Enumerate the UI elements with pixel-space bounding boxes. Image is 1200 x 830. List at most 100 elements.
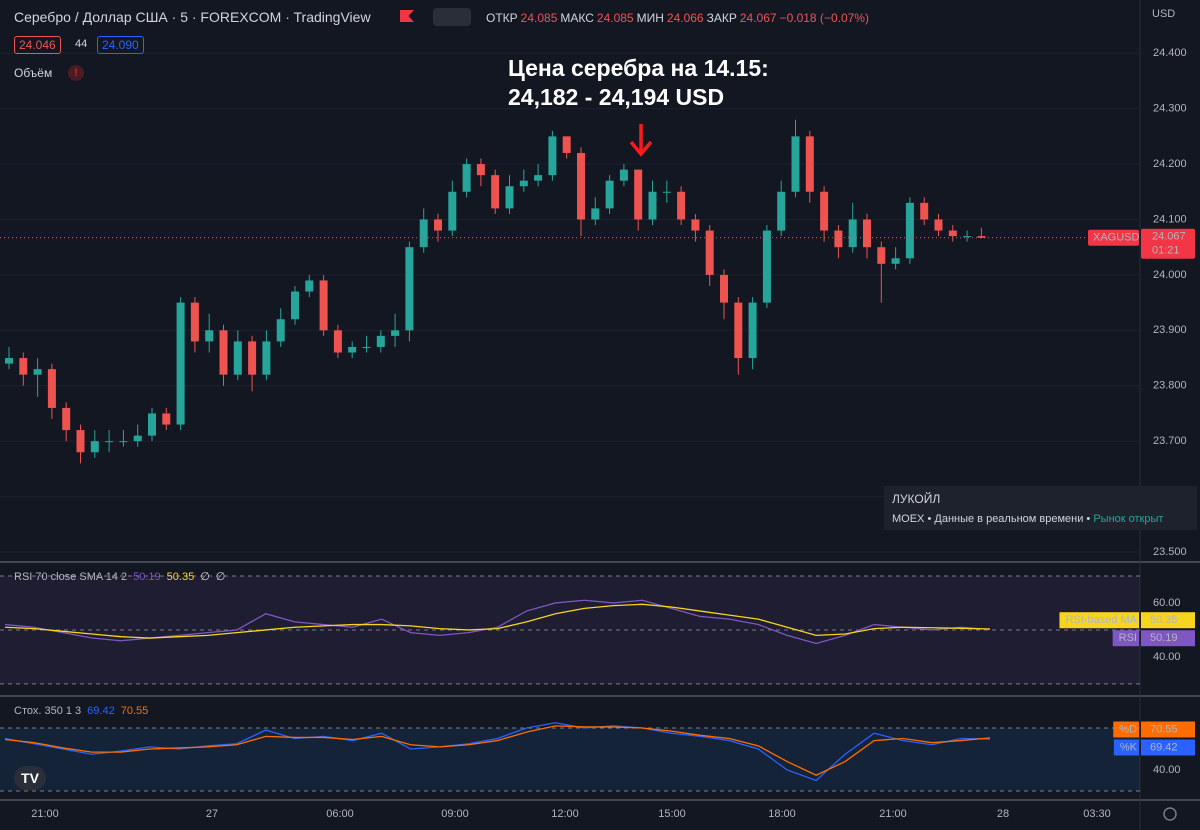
series-name-label: RSI — [1119, 632, 1137, 644]
series-value-box — [1141, 612, 1195, 629]
arrow — [629, 124, 653, 157]
symbol-label-box — [1088, 229, 1139, 246]
series-name-box — [1112, 630, 1139, 647]
series-name-label: %D — [1119, 723, 1137, 735]
candle-body — [934, 219, 943, 231]
x-tick-label: 28 — [997, 808, 1009, 820]
candle-body — [176, 302, 185, 425]
x-tick-label: 09:00 — [441, 808, 469, 820]
y-tick-label: 23.700 — [1153, 435, 1187, 447]
popup-line: MOEX • Данные в реальном времени • Рынок… — [892, 513, 1164, 525]
warning-icon[interactable]: ! — [68, 65, 84, 81]
candle-body — [791, 136, 800, 192]
x-tick-label: 06:00 — [326, 808, 354, 820]
volume-label: Объём — [14, 66, 53, 80]
symbol-label: XAGUSD — [1093, 232, 1140, 244]
title: Серебро / Доллар США · 5 · FOREXCOM · Tr… — [14, 9, 371, 25]
candle-body — [76, 430, 85, 453]
series-value-label: 50.35 — [1150, 614, 1178, 626]
candle-body — [534, 175, 543, 181]
candle-body — [762, 230, 771, 303]
legend-value: 50.19 — [133, 571, 161, 583]
bid[interactable]: 24.046 — [14, 36, 61, 54]
series-value-box — [1141, 721, 1195, 738]
candle-body — [219, 330, 228, 375]
candle-body — [33, 369, 42, 375]
y-tick-label: 24.400 — [1153, 47, 1187, 59]
x-tick-label: 15:00 — [658, 808, 686, 820]
x-tick-label: 21:00 — [31, 808, 59, 820]
candle-body — [891, 258, 900, 264]
ohlc: ОТКР 24.085 МАКС 24.085 МИН 24.066 ЗАКР 24.067−… — [486, 11, 872, 25]
ohlc-value: 24.067 — [739, 11, 777, 25]
series-name-box — [1113, 739, 1139, 756]
ohlc-label: МИН — [636, 11, 664, 25]
candle-body — [691, 219, 700, 231]
ohlc-value: 24.085 — [520, 11, 558, 25]
x-tick-label: 12:00 — [551, 808, 579, 820]
y-tick-label: 24.100 — [1153, 213, 1187, 225]
candle-body — [205, 330, 214, 342]
annotation-line: 24,182 - 24,194 USD — [508, 84, 725, 110]
candle-body — [705, 230, 714, 275]
legend-value: 70.55 — [121, 705, 149, 717]
candle-body — [376, 335, 385, 347]
settings-icon[interactable] — [1163, 807, 1177, 821]
candle-body — [848, 219, 857, 248]
y-tick-label: 60.00 — [1153, 597, 1181, 609]
candle-body — [662, 191, 671, 193]
legend-value: 50.35 — [167, 571, 195, 583]
candle-body — [105, 441, 114, 443]
ask[interactable]: 24.090 — [97, 36, 144, 54]
logo[interactable]: TV — [14, 766, 46, 790]
flag[interactable] — [400, 10, 414, 22]
y-tick-label: 23.800 — [1153, 380, 1187, 392]
countdown: 01:21 — [1152, 245, 1180, 257]
indicator-line — [4, 603, 991, 639]
y-tick-label: 24.200 — [1153, 158, 1187, 170]
x-tick-label: 03:30 — [1083, 808, 1111, 820]
ohlc-value: 24.066 — [666, 11, 704, 25]
candle-body — [677, 191, 686, 220]
candle-body — [405, 247, 414, 331]
candle-body — [820, 191, 829, 231]
candle-body — [5, 358, 13, 364]
ohlc-change: −0.018 (−0.07%) — [779, 11, 869, 25]
candle-body — [948, 230, 957, 237]
status-pill[interactable] — [433, 8, 471, 26]
popup[interactable]: ЛУКОЙЛ MOEX • Данные в реальном времени … — [884, 486, 1197, 530]
indicator-legend: RSI 70 close SMA 14 2 50.19 50.35 ∅ ∅ — [14, 571, 225, 583]
level-band — [0, 727, 1140, 791]
series-value-box — [1141, 630, 1195, 647]
legend-text: Стох. 350 1 3 — [14, 705, 81, 717]
popup-data: Данные в реальном времени — [934, 513, 1084, 525]
candle-body — [448, 191, 457, 231]
ohlc-value: 24.085 — [596, 11, 634, 25]
candle-body — [519, 180, 528, 187]
candle-body — [476, 164, 485, 176]
candle-body — [619, 169, 628, 181]
y-tick-label: 23.900 — [1153, 324, 1187, 336]
candle-body — [462, 164, 471, 192]
series-value-box — [1141, 739, 1195, 756]
indicator-line — [4, 599, 991, 645]
candle-body — [648, 191, 657, 220]
candle-body — [720, 274, 728, 303]
candle-body — [863, 219, 871, 248]
candle-body — [905, 202, 914, 259]
candle-body — [591, 208, 600, 220]
y-tick-label: 40.00 — [1153, 651, 1181, 663]
ohlc-label: ЗАКР — [706, 11, 737, 25]
series-name-label: RSI-based MA — [1065, 614, 1137, 626]
indicator-line — [4, 725, 991, 776]
legend-extra: ∅ — [200, 571, 210, 583]
candle-body — [276, 319, 285, 342]
spread: 44 — [75, 38, 88, 50]
y-tick-label: 24.000 — [1153, 269, 1187, 281]
candle-body — [391, 330, 400, 336]
last-price-label: 24.067 — [1152, 231, 1186, 243]
candle-body — [262, 341, 271, 375]
candle-body — [920, 202, 929, 220]
series-value-label: 50.19 — [1150, 632, 1178, 644]
